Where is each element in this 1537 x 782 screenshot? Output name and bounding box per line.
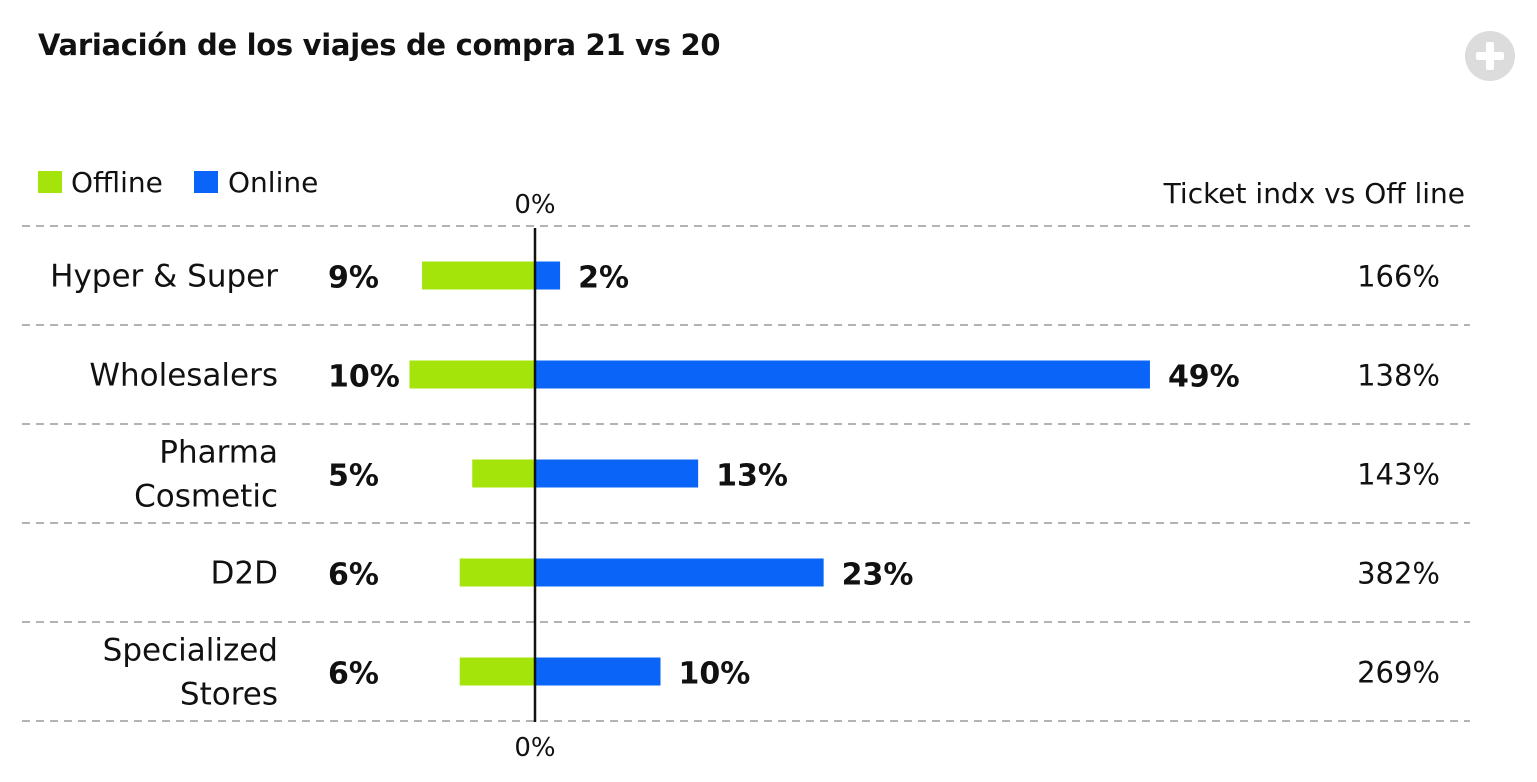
value-label-offline: 6% [328,657,379,692]
legend-swatch-online [194,171,218,193]
category-label: Pharma [159,435,278,471]
right-column-header: Ticket indx vs Off line [1163,177,1465,210]
value-label-offline: 6% [328,558,379,593]
chart-title: Variación de los viajes de compra 21 vs … [38,28,721,62]
value-label-online: 2% [578,261,629,296]
category-label: Stores [180,677,278,713]
category-label: Specialized [103,633,278,669]
bar-online [535,558,824,587]
bar-online [535,261,561,290]
value-label-online: 13% [716,459,788,494]
bar-offline [472,459,535,488]
bar-offline [459,657,535,686]
bar-online [535,459,699,488]
axis-bottom-label: 0% [514,733,555,763]
category-label: Hyper & Super [50,259,278,295]
plus-icon[interactable] [1465,31,1515,81]
category-label: D2D [211,556,278,592]
ticket-index-value: 143% [1357,458,1440,492]
value-label-offline: 5% [328,459,379,494]
value-label-online: 49% [1168,360,1240,395]
legend-label-offline: Offline [71,166,163,199]
legend-label-online: Online [228,166,318,199]
ticket-index-value: 166% [1357,260,1440,294]
bar-offline [422,261,535,290]
bar-online [535,657,661,686]
ticket-index-value: 382% [1357,557,1440,591]
bar-online [535,360,1150,389]
bar-offline [409,360,535,389]
ticket-index-value: 138% [1357,359,1440,393]
value-label-offline: 10% [328,360,400,395]
value-label-online: 10% [679,657,751,692]
category-label: Cosmetic [134,479,278,515]
value-label-offline: 9% [328,261,379,296]
ticket-index-value: 269% [1357,656,1440,690]
category-label: Wholesalers [89,358,278,394]
value-label-online: 23% [842,558,914,593]
legend-swatch-offline [38,171,62,193]
axis-top-label: 0% [514,190,555,220]
bar-offline [459,558,535,587]
